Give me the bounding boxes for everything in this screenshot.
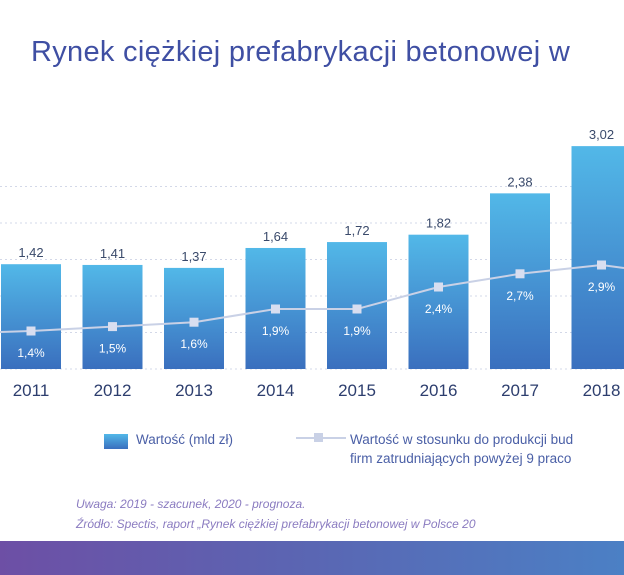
note-uwaga: Uwaga: 2019 - szacunek, 2020 - prognoza. xyxy=(76,497,306,511)
note-zrodlo: Źródło: Spectis, raport „Rynek ciężkiej … xyxy=(76,517,476,531)
line-marker xyxy=(108,322,117,332)
bar-line-chart: 1,42 2011 1,41 2012 1,37 2013 1,64 2014 1,72 2015… xyxy=(0,127,624,400)
bar-value-label: 1,72 xyxy=(344,223,369,238)
line-value-label: 2,4% xyxy=(425,302,453,316)
legend-line-label-1: Wartość w stosunku do produkcji bud xyxy=(350,432,574,447)
category-label: 2017 xyxy=(501,381,539,400)
line-marker xyxy=(189,317,199,327)
line-marker xyxy=(26,326,36,336)
bar-2011 xyxy=(1,264,61,369)
line-marker xyxy=(434,282,443,292)
line-value-label: 1,9% xyxy=(262,324,290,338)
line-marker xyxy=(352,304,362,314)
line-marker xyxy=(271,304,280,314)
legend-line-label-2: firm zatrudniających powyżej 9 praco xyxy=(350,451,572,466)
category-label: 2014 xyxy=(257,381,295,400)
bar-value-label: 1,41 xyxy=(100,246,125,261)
legend-bar-swatch xyxy=(104,434,128,449)
chart-title: Rynek ciężkiej prefabrykacji betonowej w xyxy=(31,36,571,68)
bar-2016 xyxy=(408,234,469,369)
category-label: 2011 xyxy=(13,381,50,400)
bar-2012 xyxy=(82,264,143,369)
bar-value-label: 1,37 xyxy=(181,249,206,264)
bar-2017 xyxy=(490,193,550,369)
bar-value-label: 1,42 xyxy=(18,245,43,260)
category-label: 2015 xyxy=(338,381,376,400)
line-series xyxy=(0,263,624,333)
bar-2018 xyxy=(571,146,624,369)
line-marker xyxy=(515,269,525,279)
line-value-label: 1,4% xyxy=(17,346,45,360)
bar-value-label: 3,02 xyxy=(589,127,614,142)
legend-bar-label: Wartość (mld zł) xyxy=(136,432,233,447)
category-label: 2018 xyxy=(583,381,621,400)
bar-value-label: 1,64 xyxy=(263,229,288,244)
bar-value-label: 1,82 xyxy=(426,216,451,231)
line-value-label: 1,5% xyxy=(99,342,127,356)
bar-value-label: 2,38 xyxy=(507,174,532,189)
line-value-label: 2,9% xyxy=(588,280,616,294)
line-value-label: 1,9% xyxy=(343,324,371,338)
line-marker xyxy=(597,260,606,270)
line-value-label: 2,7% xyxy=(506,289,534,303)
category-label: 2012 xyxy=(94,381,132,400)
category-label: 2013 xyxy=(175,381,213,400)
category-label: 2016 xyxy=(420,381,458,400)
line-value-label: 1,6% xyxy=(180,337,208,351)
bottom-decorative-band xyxy=(0,541,624,575)
legend-line-marker xyxy=(314,433,323,442)
